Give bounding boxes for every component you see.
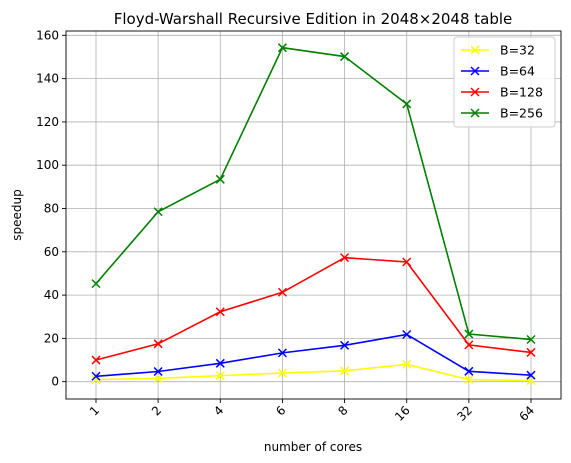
legend-label: B=256: [500, 106, 543, 121]
x-axis-label: number of cores: [264, 440, 362, 454]
data-point: [464, 340, 474, 350]
legend-entry: B=256: [461, 106, 543, 121]
data-point: [153, 207, 163, 217]
data-point: [526, 347, 536, 357]
y-tick-label: 60: [44, 245, 59, 259]
data-point: [91, 355, 101, 365]
x-tick-label: 6: [273, 403, 288, 418]
data-point: [402, 99, 412, 109]
x-tick-label: 8: [335, 403, 350, 418]
series-layer: [91, 43, 536, 386]
data-point: [464, 329, 474, 339]
y-axis: 0 20 40 60 80 100 120 140 160: [36, 28, 66, 389]
y-tick-label: 20: [44, 331, 59, 345]
x-tick-label: 16: [392, 403, 413, 424]
chart-title: Floyd-Warshall Recursive Edition in 2048…: [114, 10, 513, 28]
legend-marker: [470, 66, 480, 76]
x-tick-label: 64: [516, 403, 537, 424]
data-point: [526, 370, 536, 380]
data-point: [215, 307, 225, 317]
data-point: [402, 359, 412, 369]
data-point: [215, 358, 225, 368]
data-point: [215, 371, 225, 381]
series-line: [95, 46, 532, 341]
series-b-64: [91, 329, 536, 381]
legend-entry: B=128: [461, 85, 543, 100]
data-point: [91, 279, 101, 289]
data-point: [153, 366, 163, 377]
data-point: [340, 340, 350, 350]
legend-label: B=64: [500, 64, 535, 79]
legend-marker: [470, 45, 480, 55]
grid-lines: [66, 31, 561, 399]
legend-marker: [470, 108, 480, 118]
data-point: [277, 287, 287, 297]
series-line: [95, 256, 532, 361]
legend-box: [453, 36, 556, 128]
x-tick-label: 32: [454, 403, 475, 424]
x-tick-label: 1: [87, 403, 102, 418]
data-point: [340, 366, 350, 376]
legend-entry: B=64: [461, 64, 535, 79]
data-point: [340, 253, 350, 263]
series-line: [95, 363, 532, 382]
data-point: [277, 348, 287, 358]
data-point: [340, 52, 350, 62]
y-tick-label: 160: [36, 28, 59, 42]
series-b-256: [91, 43, 536, 345]
legend-label: B=32: [500, 43, 535, 58]
y-tick-label: 120: [36, 115, 59, 129]
x-axis: 1 2 4 6 8 16 32 64: [87, 399, 537, 424]
series-b-128: [91, 253, 536, 365]
x-tick-label: 2: [149, 403, 164, 418]
data-point: [153, 373, 163, 383]
y-axis-label: speedup: [10, 189, 24, 240]
data-point: [402, 329, 412, 340]
legend-marker: [470, 87, 480, 97]
data-point: [215, 174, 225, 184]
data-point: [526, 334, 536, 345]
data-point: [153, 339, 163, 349]
x-tick-label: 4: [211, 403, 226, 418]
series-line: [95, 333, 532, 378]
data-point: [402, 257, 412, 267]
data-point: [277, 368, 287, 378]
data-point: [91, 371, 101, 381]
y-tick-label: 0: [51, 375, 59, 389]
y-tick-label: 40: [44, 288, 59, 302]
y-tick-label: 140: [36, 72, 59, 86]
y-tick-label: 80: [44, 202, 59, 216]
data-point: [277, 43, 287, 53]
data-point: [464, 366, 474, 376]
legend-label: B=128: [500, 85, 543, 100]
series-b-32: [91, 359, 536, 386]
legend-entry: B=32: [461, 43, 535, 58]
legend: B=32 B=64 B=128 B=256: [453, 36, 556, 128]
y-tick-label: 100: [36, 158, 59, 172]
plot-frame: [65, 30, 562, 400]
data-point: [464, 374, 474, 385]
